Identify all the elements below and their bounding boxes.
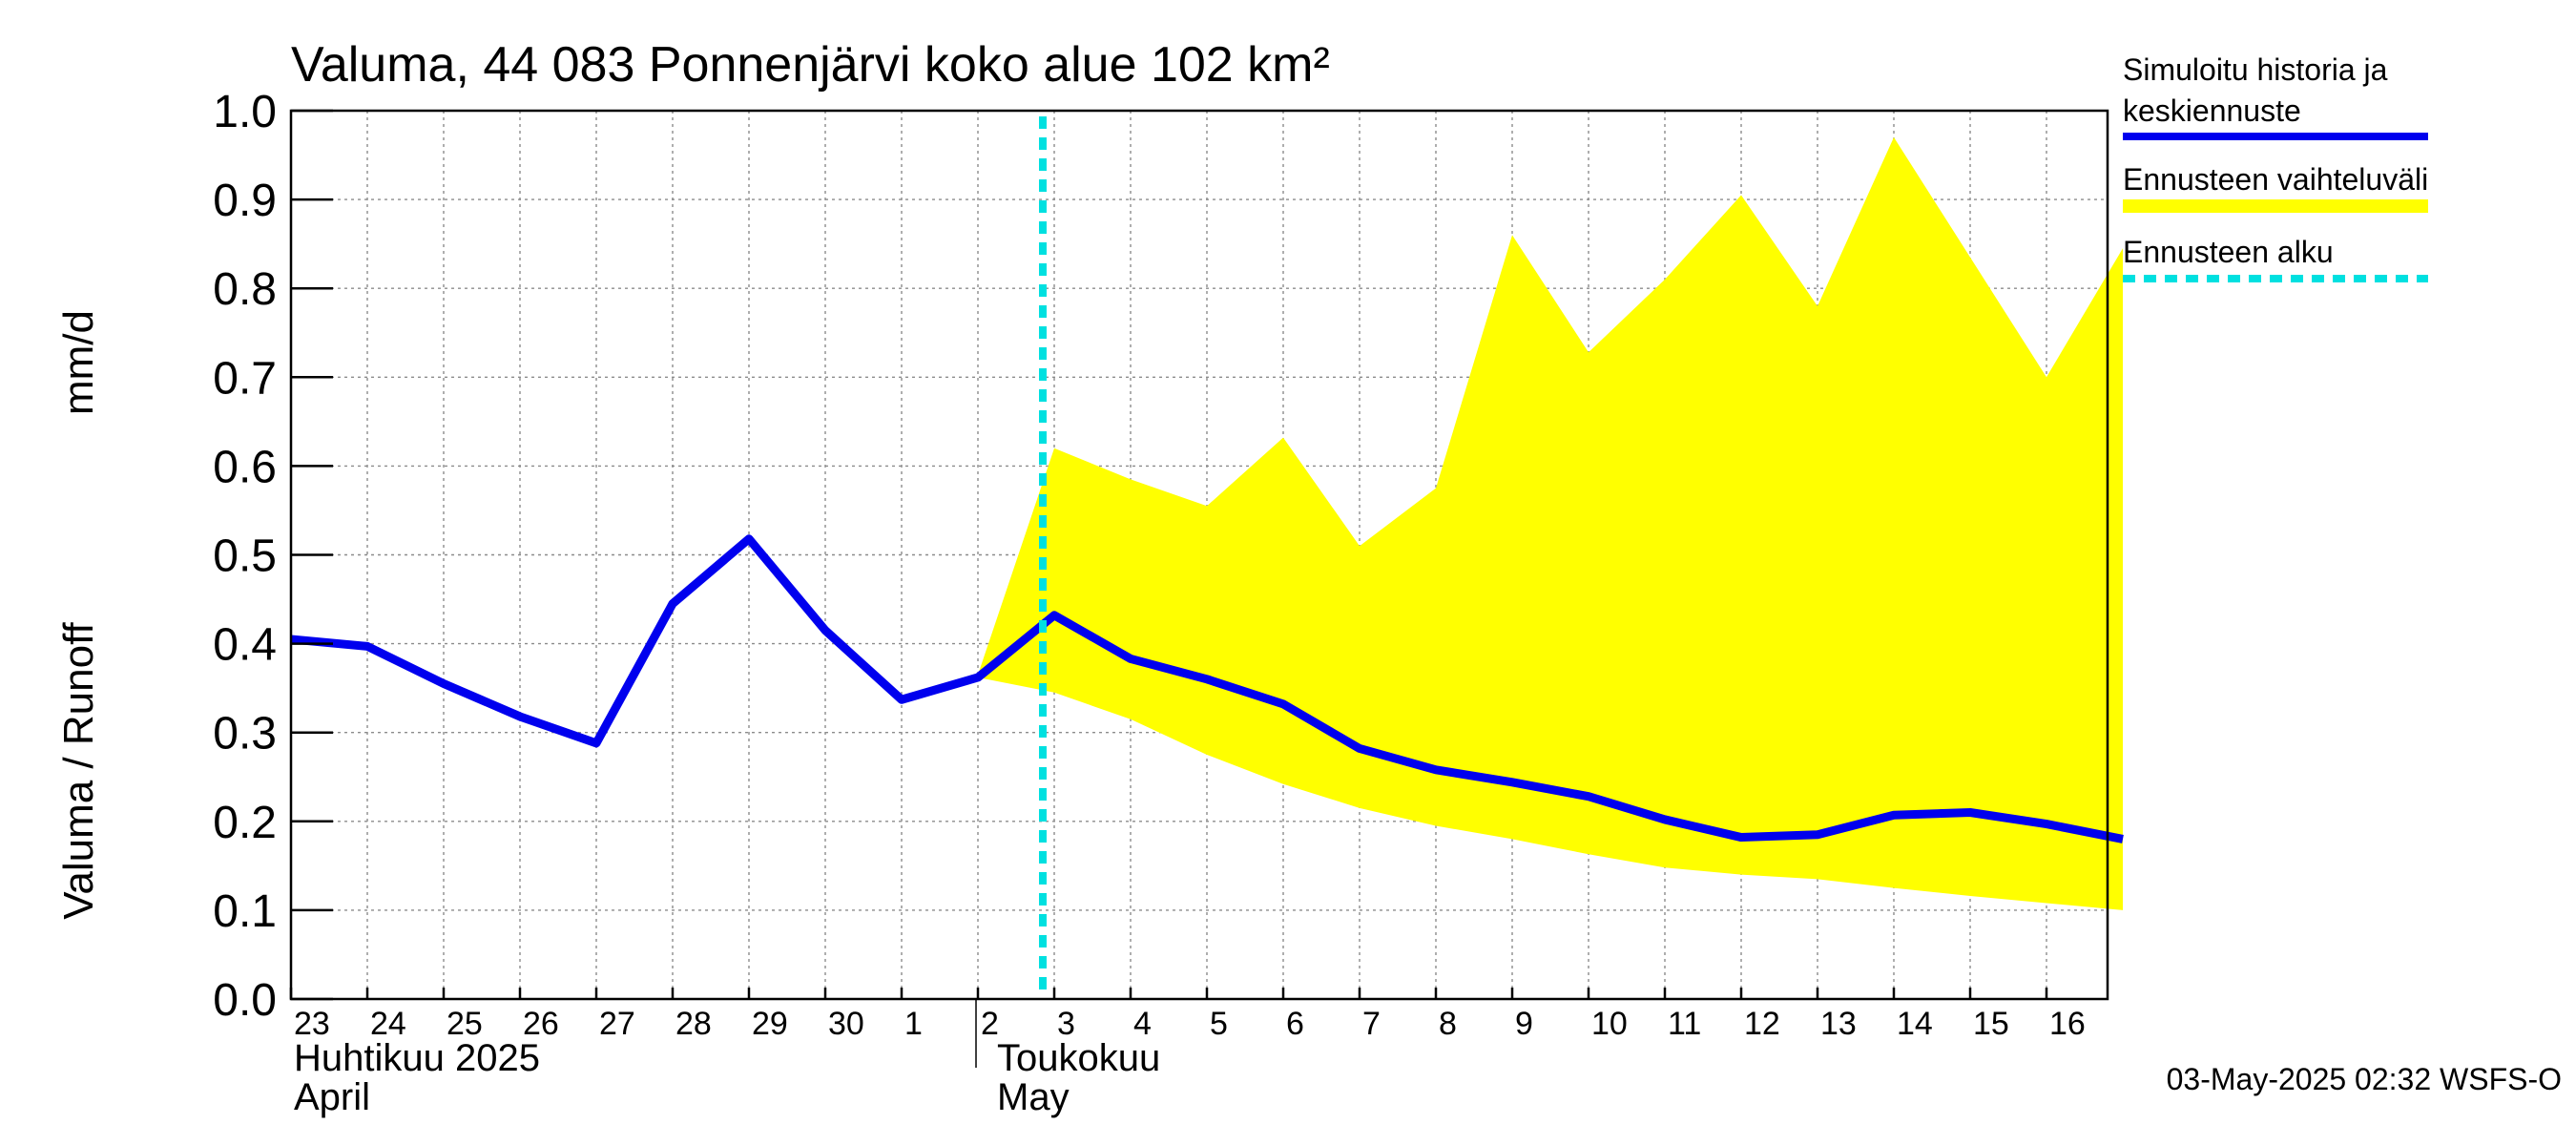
y-axis: 0.0 0.1 0.2 0.3 0.4 0.5 0.6 0.7 0.8 0.9 1.0 bbox=[213, 87, 333, 1026]
x-tick-label: 23 bbox=[294, 1006, 330, 1042]
x-tick-label: 2 bbox=[981, 1006, 999, 1042]
legend-label: Simuloitu historia ja bbox=[2123, 52, 2388, 87]
legend-label: Ennusteen alku bbox=[2123, 235, 2334, 269]
x-tick-label: 7 bbox=[1362, 1006, 1381, 1042]
x-tick-label: 30 bbox=[828, 1006, 864, 1042]
y-tick-label: 0.5 bbox=[213, 531, 277, 582]
x-tick-label: 24 bbox=[370, 1006, 406, 1042]
x-tick-label: 14 bbox=[1897, 1006, 1933, 1042]
y-axis-label: Valuma / Runoff bbox=[55, 622, 102, 920]
legend-label: keskiennuste bbox=[2123, 94, 2301, 128]
x-tick-label: 13 bbox=[1820, 1006, 1857, 1042]
y-tick-label: 0.6 bbox=[213, 442, 277, 492]
chart-title: Valuma, 44 083 Ponnenjärvi koko alue 102… bbox=[291, 37, 1330, 93]
forecast-band-area bbox=[978, 136, 2123, 910]
x-tick-label: 29 bbox=[752, 1006, 788, 1042]
y-tick-label: 0.0 bbox=[213, 975, 277, 1026]
x-tick-label: 11 bbox=[1668, 1006, 1701, 1042]
x-tick-label: 4 bbox=[1133, 1006, 1152, 1042]
y-tick-label: 0.7 bbox=[213, 353, 277, 404]
x-tick-label: 27 bbox=[599, 1006, 635, 1042]
month-label-fi: Toukokuu bbox=[997, 1037, 1160, 1079]
legend: Simuloitu historia ja keskiennuste Ennuste… bbox=[2123, 52, 2428, 282]
x-tick-label: 26 bbox=[523, 1006, 559, 1042]
y-tick-label: 0.3 bbox=[213, 709, 277, 760]
x-tick-label: 1 bbox=[904, 1006, 923, 1042]
y-tick-label: 0.8 bbox=[213, 264, 277, 315]
x-tick-label: 12 bbox=[1744, 1006, 1780, 1042]
x-tick-label: 6 bbox=[1286, 1006, 1304, 1042]
x-tick-label: 8 bbox=[1439, 1006, 1457, 1042]
y-tick-label: 1.0 bbox=[213, 87, 277, 137]
month-label-fi: Huhtikuu 2025 bbox=[294, 1037, 540, 1079]
x-tick-label: 10 bbox=[1591, 1006, 1628, 1042]
x-tick-label: 16 bbox=[2049, 1006, 2086, 1042]
legend-label: Ennusteen vaihteluväli bbox=[2123, 162, 2428, 197]
y-axis-unit: mm/d bbox=[55, 310, 102, 415]
x-tick-label: 25 bbox=[447, 1006, 483, 1042]
x-tick-label: 5 bbox=[1210, 1006, 1228, 1042]
y-tick-label: 0.9 bbox=[213, 176, 277, 226]
x-tick-label: 15 bbox=[1973, 1006, 2009, 1042]
x-tick-label: 3 bbox=[1057, 1006, 1075, 1042]
x-tick-label: 28 bbox=[675, 1006, 712, 1042]
y-tick-label: 0.1 bbox=[213, 886, 277, 937]
timestamp-footer: 03-May-2025 02:32 WSFS-O bbox=[2167, 1062, 2562, 1096]
runoff-series bbox=[290, 534, 2124, 843]
month-label-en: May bbox=[997, 1076, 1070, 1118]
x-tick-label: 9 bbox=[1515, 1006, 1533, 1042]
y-tick-label: 0.2 bbox=[213, 798, 277, 848]
y-tick-label: 0.4 bbox=[213, 620, 277, 671]
forecast-range-band bbox=[978, 136, 2123, 910]
x-axis: 23 24 25 26 27 28 29 30 1 2 3 4 5 6 7 8 9 10 11 12 13 14 15 16H… bbox=[289, 988, 2086, 1118]
month-label-en: April bbox=[294, 1076, 370, 1118]
